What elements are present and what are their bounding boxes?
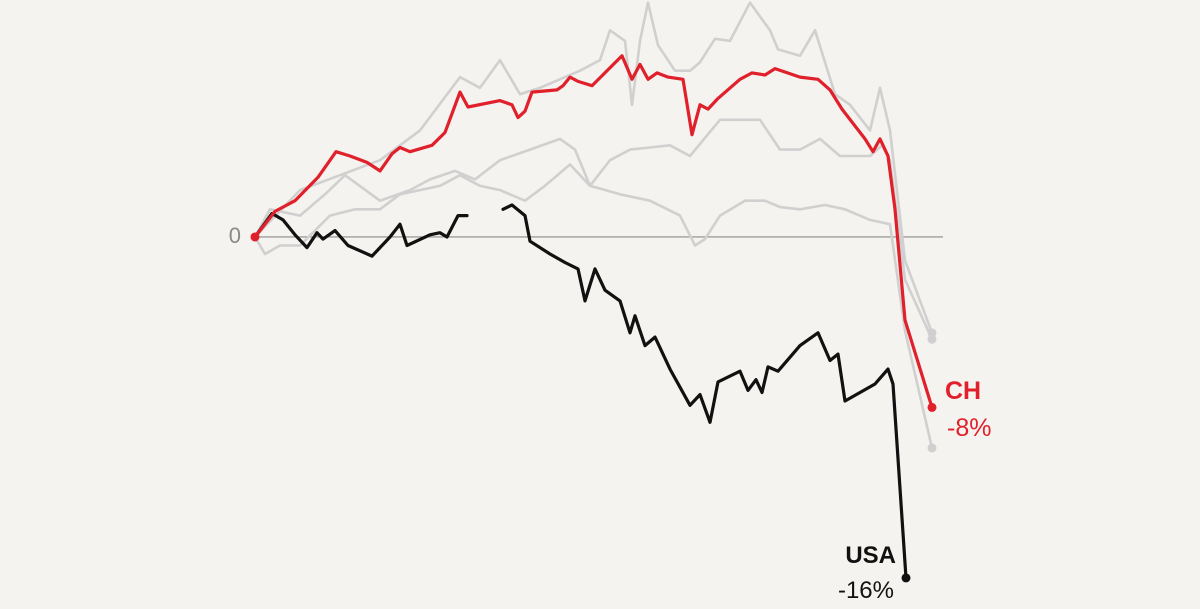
y-tick-label: 0 bbox=[229, 223, 241, 248]
end-dot bbox=[927, 402, 937, 412]
series-name: CH bbox=[945, 377, 981, 405]
series-name: USA bbox=[845, 542, 896, 569]
series-line bbox=[253, 118, 934, 341]
end-dot bbox=[927, 334, 937, 344]
series-line bbox=[253, 1, 934, 335]
end-dot bbox=[901, 573, 911, 583]
series-end-label: -8% bbox=[947, 414, 991, 442]
end-dot bbox=[927, 443, 937, 453]
series-line bbox=[253, 163, 934, 450]
start-dot bbox=[250, 232, 260, 242]
series-line bbox=[253, 203, 908, 580]
series-end-label: -16% bbox=[838, 577, 894, 604]
series-line bbox=[253, 54, 934, 409]
